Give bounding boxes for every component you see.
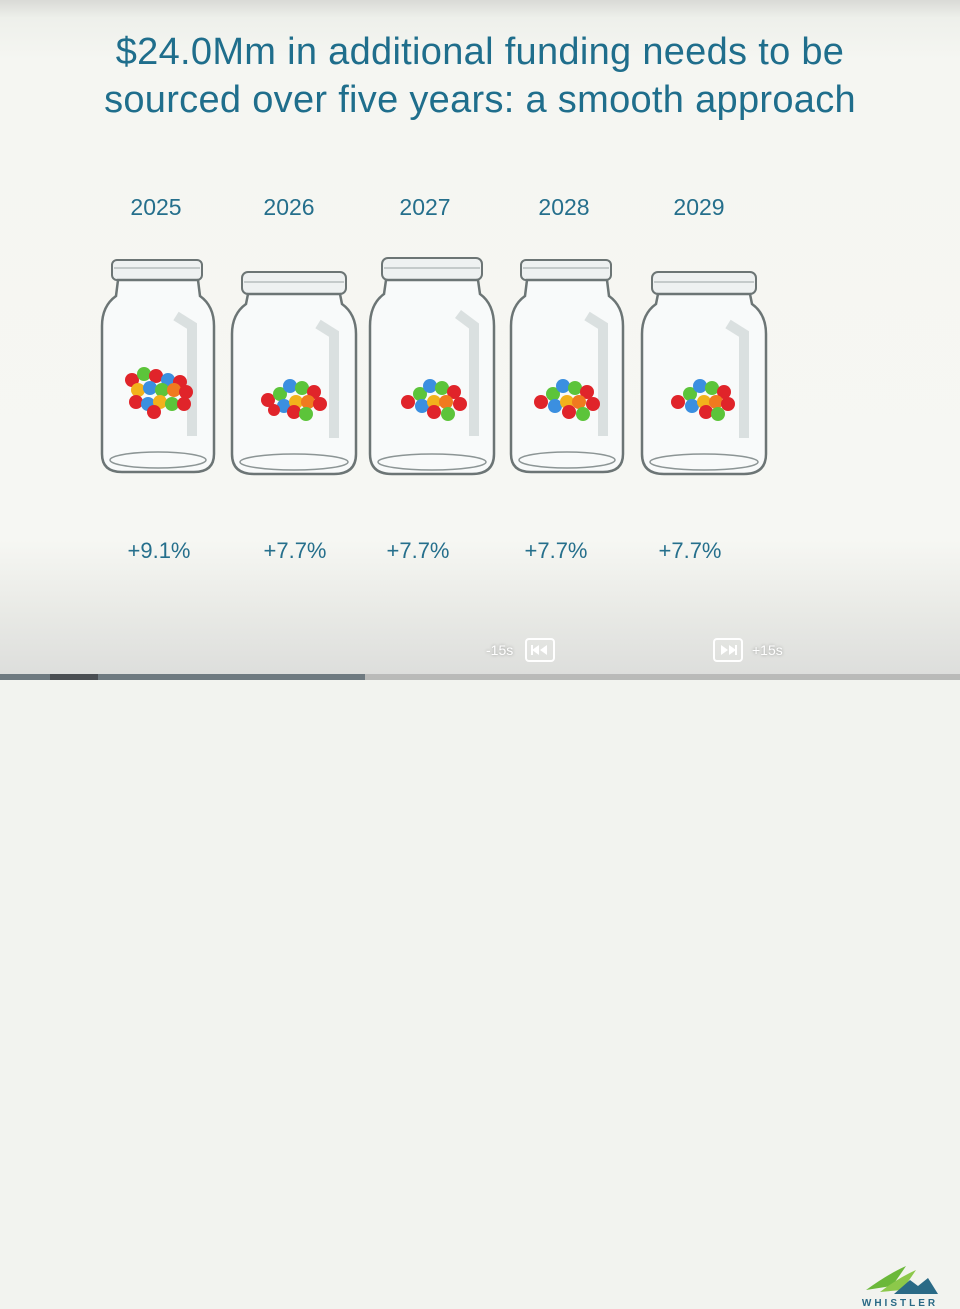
jar-illustration [640,271,768,476]
increase-label-2026: +7.7% [263,538,327,563]
candy-pile [534,379,600,421]
rewind-button[interactable] [525,638,555,662]
increase-label-2028: +7.7% [524,538,588,563]
jar-illustration [230,271,358,476]
progress-fill [0,674,365,680]
candy-pile [671,379,735,421]
increase-label-2025: +9.1% [127,538,191,563]
candy-pile [261,379,327,421]
mountain-logo-icon [866,1266,938,1294]
fast-forward-button[interactable] [713,638,743,662]
progress-thumb[interactable] [50,674,98,680]
jar-2026 [230,271,358,476]
rewind-icon [531,645,547,655]
year-label-2025: 2025 [130,194,182,220]
slide-title-line-1: $24.0Mm in additional funding needs to b… [115,31,845,73]
year-label-2026: 2026 [263,194,315,220]
year-label-2029: 2029 [673,194,725,220]
fast-forward-icon [721,645,737,655]
forward-label: +15s [752,642,783,658]
jar-2025 [100,259,216,474]
jar-illustration [368,257,496,476]
slide-title: $24.0Mm in additional funding needs to b… [20,28,940,124]
candy-pile [401,379,467,421]
year-label-2027: 2027 [399,194,451,220]
candy-pile [125,367,193,419]
video-controls: -15s +15s WHISTLER [0,628,960,1309]
whistler-logo: WHISTLER [858,1256,942,1309]
increase-label-2027: +7.7% [386,538,450,563]
jar-2028 [509,259,625,474]
increase-label-2029: +7.7% [658,538,722,563]
jar-2029 [640,271,768,476]
year-label-2028: 2028 [538,194,590,220]
jar-illustration [509,259,625,474]
slide-title-line-2: sourced over five years: a smooth approa… [104,79,856,121]
jar-illustration [100,259,216,474]
logo-text: WHISTLER [861,1298,939,1309]
rewind-label: -15s [486,642,514,658]
jar-2027 [368,257,496,476]
video-progress-bar[interactable] [0,674,960,680]
